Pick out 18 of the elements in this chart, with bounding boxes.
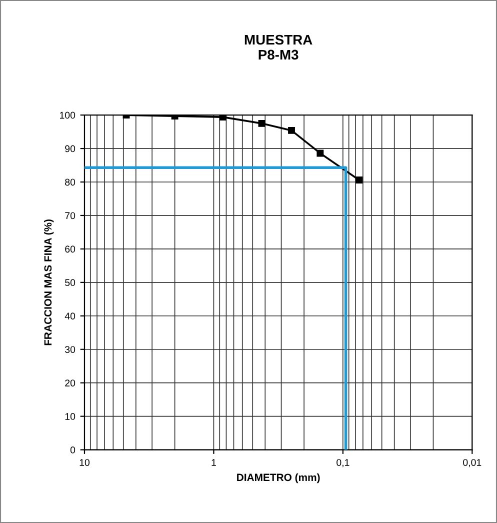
- y-tick-label: 50: [65, 279, 76, 286]
- y-tick-label: 80: [65, 178, 76, 186]
- y-tick-label: 60: [65, 246, 76, 253]
- x-axis-title: DIAMETRO (mm): [237, 473, 320, 484]
- x-tick-label: 10: [80, 459, 90, 466]
- x-tick-label: 0,1: [336, 459, 350, 468]
- x-tick-label: 0,01: [463, 459, 482, 468]
- x-tick-label: 1: [212, 459, 216, 466]
- y-tick-label: 0: [70, 446, 76, 454]
- y-tick-label: 20: [65, 380, 76, 386]
- y-tick-label: 90: [65, 145, 76, 152]
- y-tick-label: 30: [65, 346, 76, 353]
- y-tick-label: 40: [64, 312, 76, 320]
- y-tick-label: 70: [65, 212, 76, 220]
- y-axis-title: FRACCION MAS FINA (%): [44, 219, 54, 346]
- chart-title: MUESTRA P8-M3: [244, 34, 312, 60]
- y-tick-label: 10: [65, 413, 76, 420]
- y-tick-label: 100: [60, 112, 76, 119]
